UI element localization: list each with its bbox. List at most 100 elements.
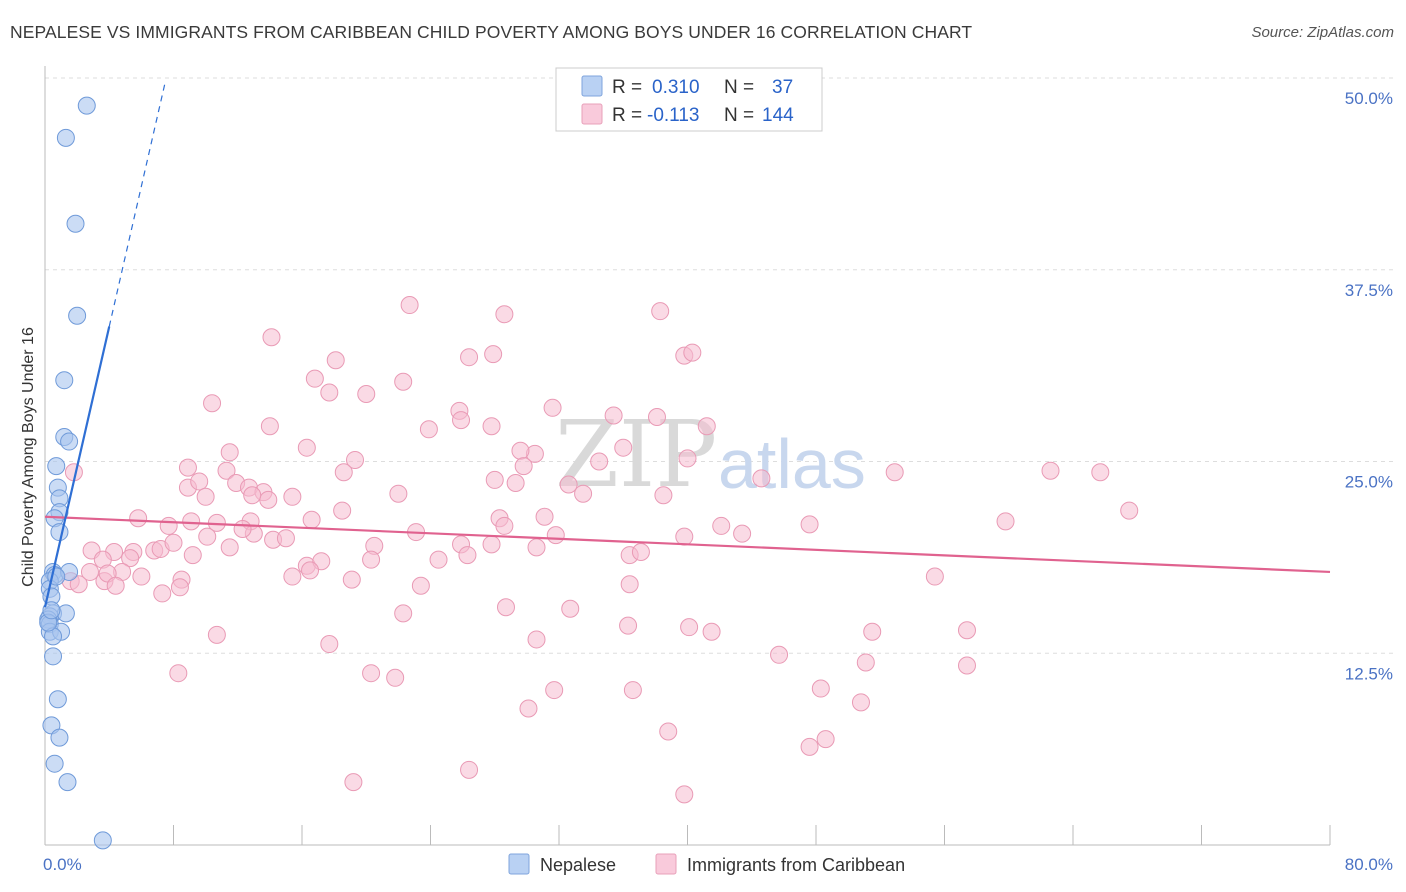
caribbean-point (346, 450, 365, 469)
caribbean-point (647, 408, 666, 427)
caribbean-point (733, 524, 752, 543)
caribbean-point (301, 561, 320, 580)
caribbean-point (485, 470, 504, 489)
nepalese-point (60, 432, 79, 451)
caribbean-point (106, 576, 125, 595)
caribbean-point (129, 509, 148, 528)
caribbean-point (262, 328, 281, 347)
caribbean-point (429, 550, 448, 569)
caribbean-point (182, 512, 201, 531)
series-legend: Nepalese Immigrants from Caribbean (508, 853, 905, 875)
caribbean-point (752, 469, 771, 488)
caribbean-point (259, 490, 278, 509)
nepalese-point (47, 457, 66, 476)
caribbean-point (619, 616, 638, 635)
caribbean-point (305, 369, 324, 388)
nepalese-point (50, 523, 69, 542)
caribbean-point (527, 630, 546, 649)
y-tick-label: 50.0% (1345, 89, 1393, 108)
caribbean-point (800, 737, 819, 756)
caribbean-point (153, 584, 172, 603)
caribbean-point (863, 622, 882, 641)
caribbean-point (495, 305, 514, 324)
caribbean-point (535, 507, 554, 526)
nepalese-point (66, 214, 85, 233)
caribbean-point (680, 618, 699, 637)
caribbean-point (495, 516, 514, 535)
caribbean-point (169, 664, 188, 683)
series-nepalese (39, 96, 112, 850)
caribbean-point (283, 567, 302, 586)
caribbean-point (159, 516, 178, 535)
caribbean-point (458, 546, 477, 565)
caribbean-point (885, 463, 904, 482)
caribbean-point (559, 475, 578, 494)
nepalese-point (48, 690, 67, 709)
caribbean-point (80, 562, 99, 581)
caribbean-point (811, 679, 830, 698)
caribbean-point (400, 296, 419, 315)
caribbean-point (1120, 501, 1139, 520)
caribbean-point (543, 398, 562, 417)
caribbean-point (519, 699, 538, 718)
caribbean-point (697, 417, 716, 436)
caribbean-point (203, 394, 222, 413)
source-credit: Source: ZipAtlas.com (1251, 24, 1394, 41)
caribbean-point (996, 512, 1015, 531)
axes (44, 66, 1331, 846)
caribbean-point (386, 668, 405, 687)
caribbean-point (320, 635, 339, 654)
caribbean-point (957, 621, 976, 640)
y-tick-label: 12.5% (1345, 664, 1393, 683)
legend-r-label: R = (612, 105, 642, 126)
caribbean-point (816, 730, 835, 749)
caribbean-point (654, 486, 673, 505)
caribbean-point (511, 441, 530, 460)
legend-swatch-nepalese (581, 75, 603, 97)
caribbean-point (712, 516, 731, 535)
caribbean-point (484, 345, 503, 364)
legend-n-label: N = (724, 77, 754, 98)
correlation-legend: R = 0.310 N = 37 R = -0.113 N = 144 (555, 67, 823, 132)
nepalese-point (56, 128, 75, 147)
caribbean-point (411, 576, 430, 595)
x-tick-label: 0.0% (43, 855, 82, 874)
caribbean-point (260, 417, 279, 436)
caribbean-point (675, 527, 694, 546)
caribbean-point (198, 527, 217, 546)
nepalese-trend-extension (108, 80, 167, 327)
caribbean-point (651, 302, 670, 321)
legend-n-label: N = (724, 105, 754, 126)
legend-r-value: 0.310 (652, 77, 700, 98)
caribbean-point (276, 529, 295, 548)
y-tick-labels: 12.5% 25.0% 37.5% 50.0% (1345, 89, 1393, 683)
nepalese-point (68, 306, 87, 325)
nepalese-point (44, 647, 63, 666)
caribbean-point (623, 681, 642, 700)
bottom-legend-label-nepalese: Nepalese (540, 855, 616, 875)
caribbean-point (69, 575, 88, 594)
legend-n-value: 37 (772, 77, 793, 98)
caribbean-point (1091, 463, 1110, 482)
caribbean-point (574, 484, 593, 503)
chart-title: NEPALESE VS IMMIGRANTS FROM CARIBBEAN CH… (10, 22, 973, 42)
legend-r-value: -0.113 (647, 105, 699, 126)
caribbean-trend-line (44, 515, 1331, 574)
caribbean-point (506, 473, 525, 492)
caribbean-point (482, 417, 501, 436)
caribbean-point (678, 449, 697, 468)
caribbean-point (1041, 461, 1060, 480)
caribbean-point (800, 515, 819, 534)
y-axis-title: Child Poverty Among Boys Under 16 (20, 327, 37, 587)
caribbean-point (394, 372, 413, 391)
caribbean-point (546, 526, 565, 545)
nepalese-point (50, 728, 69, 747)
legend-swatch-caribbean (581, 103, 603, 125)
caribbean-point (302, 510, 321, 529)
caribbean-point (217, 461, 236, 480)
caribbean-point (207, 625, 226, 644)
caribbean-point (183, 546, 202, 565)
nepalese-point (77, 96, 96, 115)
caribbean-point (856, 653, 875, 672)
caribbean-point (357, 385, 376, 404)
